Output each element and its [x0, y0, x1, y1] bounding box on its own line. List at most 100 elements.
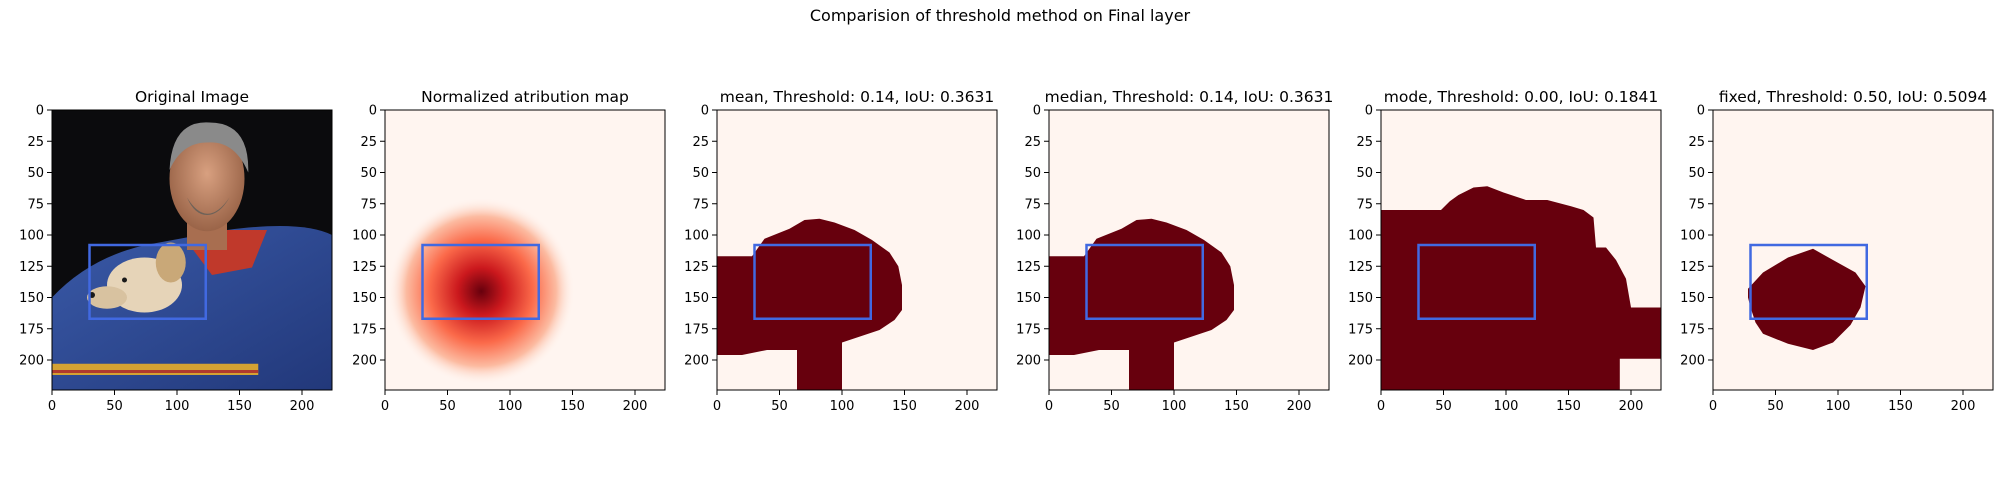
dog-snout: [87, 286, 127, 309]
y-tick-label: 25: [27, 135, 44, 150]
y-tick-label: 200: [684, 354, 709, 369]
y-tick-label: 50: [692, 166, 709, 181]
plot-area: [1049, 110, 1329, 390]
y-tick-label: 75: [692, 197, 709, 212]
x-tick-label: 50: [439, 399, 456, 414]
x-tick-label: 150: [560, 399, 585, 414]
panel-photo: Original Image 0 50 100 150 200 0 25 50 75 100 125 1…: [19, 88, 333, 414]
x-tick-label: 200: [955, 399, 980, 414]
y-tick-label: 0: [1365, 104, 1373, 119]
mask-background: [1713, 110, 1993, 390]
x-tick-label: 0: [48, 399, 56, 414]
x-tick-label: 50: [1103, 399, 1120, 414]
x-tick-label: 150: [227, 399, 252, 414]
axes-frame: [384, 109, 666, 391]
hair-shape: [169, 122, 249, 173]
x-tick-label: 100: [165, 399, 190, 414]
y-tick-label: 75: [27, 197, 44, 212]
y-tick-label: 100: [352, 229, 377, 244]
y-tick-label: 50: [1356, 166, 1373, 181]
y-tick-label: 175: [1680, 322, 1705, 337]
y-tick-label: 50: [1024, 166, 1041, 181]
y-tick-label: 150: [1680, 291, 1705, 306]
threshold-mask: [1049, 218, 1234, 390]
axes-frame: [51, 109, 333, 391]
y-tick-label: 150: [352, 291, 377, 306]
panel-title: mode, Threshold: 0.00, IoU: 0.1841: [1384, 88, 1659, 106]
plot-area: [52, 110, 332, 390]
panel-title: median, Threshold: 0.14, IoU: 0.3631: [1045, 88, 1334, 106]
y-tick-label: 150: [1348, 291, 1373, 306]
y-tick-label: 200: [1348, 354, 1373, 369]
panel-title: fixed, Threshold: 0.50, IoU: 0.5094: [1719, 88, 1987, 106]
ground-truth-box: [1749, 243, 1868, 320]
y-tick-label: 25: [1356, 135, 1373, 150]
y-tick-label: 75: [1688, 197, 1705, 212]
x-tick-label: 50: [1767, 399, 1784, 414]
threshold-mask: [1381, 186, 1661, 390]
axes-frame: [1712, 109, 1994, 391]
x-tick-label: 200: [1951, 399, 1976, 414]
y-tick-label: 0: [1033, 104, 1041, 119]
plot-area: [1713, 110, 1993, 390]
ground-truth-box: [1085, 243, 1204, 320]
y-tick-label: 175: [1348, 322, 1373, 337]
threshold-mask: [1748, 248, 1866, 350]
y-tick-label: 150: [19, 291, 44, 306]
x-tick-label: 0: [1045, 399, 1053, 414]
x-tick-label: 0: [713, 399, 721, 414]
x-tick-label: 150: [1556, 399, 1581, 414]
panel-mean: mean, Threshold: 0.14, IoU: 0.3631 0 50 100…: [684, 88, 998, 414]
x-tick-label: 100: [1494, 399, 1519, 414]
y-tick-label: 0: [1697, 104, 1705, 119]
y-tick-label: 200: [1016, 354, 1041, 369]
y-tick-label: 175: [19, 322, 44, 337]
ground-truth-box: [88, 243, 207, 320]
ground-truth-box: [753, 243, 872, 320]
y-tick-label: 175: [1016, 322, 1041, 337]
y-tick-label: 50: [360, 166, 377, 181]
y-tick-label: 0: [36, 104, 44, 119]
panel-title: mean, Threshold: 0.14, IoU: 0.3631: [720, 88, 995, 106]
ground-truth-box: [1417, 243, 1536, 320]
x-tick-label: 200: [290, 399, 315, 414]
y-tick-label: 200: [352, 354, 377, 369]
x-tick-label: 50: [1435, 399, 1452, 414]
figure-title: Comparision of threshold method on Final…: [809, 6, 1191, 25]
dog-eye: [122, 277, 127, 283]
x-tick-label: 0: [1709, 399, 1717, 414]
panel-attribution: Normalized atribution map 0 50 100 150 200 0 25…: [352, 88, 666, 414]
axes-frame: [1048, 109, 1330, 391]
panel-title: Normalized atribution map: [421, 88, 629, 106]
y-tick-label: 100: [1348, 229, 1373, 244]
y-tick-label: 200: [19, 354, 44, 369]
y-tick-label: 0: [701, 104, 709, 119]
plot-area: [385, 110, 665, 390]
y-tick-label: 175: [352, 322, 377, 337]
y-tick-label: 125: [19, 260, 44, 275]
axes-frame: [716, 109, 998, 391]
y-tick-label: 50: [1688, 166, 1705, 181]
x-tick-label: 0: [381, 399, 389, 414]
y-tick-label: 100: [1680, 229, 1705, 244]
y-tick-label: 75: [1356, 197, 1373, 212]
heatmap-blob: [387, 197, 575, 385]
dog-ear: [155, 242, 186, 283]
axes-frame: [1380, 109, 1662, 391]
panel-median: median, Threshold: 0.14, IoU: 0.3631 0 50 1…: [1016, 88, 1333, 414]
x-tick-label: 200: [1619, 399, 1644, 414]
y-tick-label: 25: [1688, 135, 1705, 150]
panel-fixed: fixed, Threshold: 0.50, IoU: 0.5094 0 50 10…: [1680, 88, 1994, 414]
y-tick-label: 175: [684, 322, 709, 337]
x-tick-label: 50: [771, 399, 788, 414]
x-tick-label: 100: [1162, 399, 1187, 414]
y-tick-label: 100: [19, 229, 44, 244]
y-tick-label: 150: [1016, 291, 1041, 306]
panel-title: Original Image: [135, 88, 249, 106]
y-tick-label: 25: [692, 135, 709, 150]
y-tick-label: 125: [1680, 260, 1705, 275]
y-tick-label: 100: [1016, 229, 1041, 244]
x-tick-label: 150: [1224, 399, 1249, 414]
y-tick-label: 75: [360, 197, 377, 212]
